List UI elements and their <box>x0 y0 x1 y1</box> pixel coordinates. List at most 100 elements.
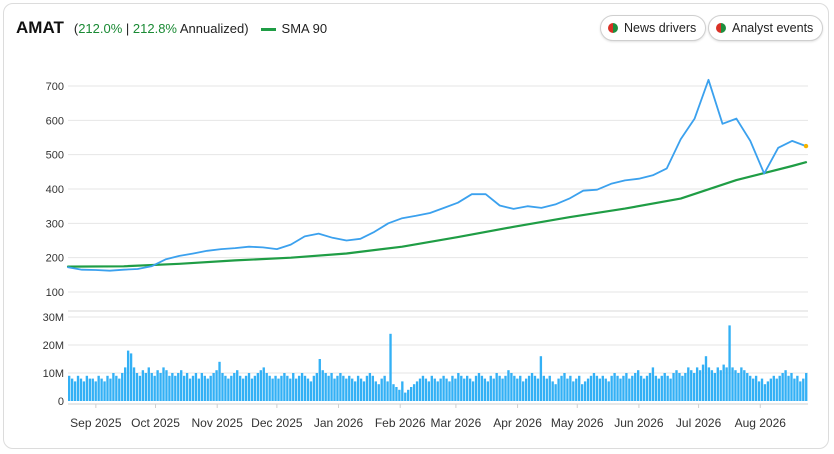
volume-bar <box>295 378 298 401</box>
volume-bar <box>660 375 663 401</box>
volume-bar <box>118 378 121 401</box>
volume-bar <box>409 387 413 401</box>
volume-bar <box>91 378 94 401</box>
volume-bar <box>194 373 198 401</box>
volume-bar <box>277 378 280 401</box>
volume-bar <box>545 378 548 401</box>
volume-bar <box>180 370 183 401</box>
x-tick-label: May 2026 <box>551 416 604 430</box>
volume-bar <box>524 378 528 401</box>
ticker-symbol: AMAT <box>16 18 64 37</box>
volume-bar <box>684 373 687 401</box>
last-price-marker <box>803 143 809 149</box>
volume-bar <box>424 378 428 401</box>
volume-bar <box>757 381 761 401</box>
volume-bar <box>737 373 740 401</box>
sma-90-line <box>66 161 808 268</box>
volume-bar <box>168 375 171 401</box>
price-tick-label: 500 <box>46 150 64 162</box>
sma-legend-label: SMA 90 <box>281 21 328 36</box>
volume-bar <box>539 356 543 401</box>
volume-bar <box>303 375 307 401</box>
volume-bar <box>704 356 708 401</box>
volume-bar <box>324 373 327 401</box>
volume-bar <box>286 375 289 401</box>
volume-bar <box>787 375 790 401</box>
news-drivers-button[interactable]: News drivers <box>600 15 707 41</box>
volume-bar <box>171 373 174 401</box>
x-tick-label: Nov 2025 <box>192 416 244 430</box>
volume-bar <box>76 375 80 401</box>
volume-bar <box>439 378 442 401</box>
volume-bar <box>645 375 649 401</box>
volume-bar <box>280 375 283 401</box>
volume-bar <box>610 375 613 401</box>
annualized-return: 212.8% <box>132 21 177 36</box>
volume-bar <box>498 375 501 401</box>
x-tick-label: Jun 2026 <box>614 416 664 430</box>
volume-bar <box>805 373 808 401</box>
volume-bar <box>445 378 448 401</box>
x-tick-label: Apr 2026 <box>493 416 542 430</box>
volume-bar <box>781 373 784 401</box>
volume-bar <box>79 378 83 401</box>
analyst-events-button[interactable]: Analyst events <box>708 15 824 41</box>
total-return: 212.0% <box>78 21 123 36</box>
price-tick-label: 700 <box>46 81 64 93</box>
volume-bar <box>427 381 431 401</box>
volume-bar <box>754 375 758 401</box>
volume-bar <box>362 381 366 401</box>
volume-bar <box>70 378 74 401</box>
volume-bar <box>392 384 395 401</box>
volume-bar <box>663 373 666 401</box>
volume-bar <box>622 375 625 401</box>
volume-bar <box>115 375 118 401</box>
sma-legend-line-icon <box>260 28 276 31</box>
volume-bar <box>215 370 218 401</box>
volume-bar <box>442 375 445 401</box>
volume-bar <box>212 373 215 401</box>
volume-bar <box>527 375 531 401</box>
volume-bar <box>330 373 333 401</box>
volume-bar <box>386 381 389 401</box>
volume-bar <box>150 373 153 401</box>
volume-bar <box>209 375 212 401</box>
volume-bar <box>389 333 392 401</box>
volume-tick-label: 0 <box>58 396 64 408</box>
volume-bar <box>100 378 103 401</box>
volume-bar <box>318 359 321 401</box>
volume-bar <box>371 375 375 401</box>
volume-bar <box>165 370 168 401</box>
volume-bar <box>365 375 369 401</box>
price-tick-label: 200 <box>46 253 64 265</box>
volume-bar <box>642 378 646 401</box>
volume-bar <box>681 375 684 401</box>
volume-bar <box>306 378 310 401</box>
volume-bar <box>719 370 722 401</box>
volume-bar <box>230 375 233 401</box>
volume-bar <box>619 378 622 401</box>
volume-tick-label: 20M <box>43 340 64 352</box>
volume-bar <box>560 375 563 401</box>
volume-bar <box>94 381 97 401</box>
volume-bar <box>221 373 224 401</box>
volume-bar <box>182 375 186 401</box>
volume-bar <box>522 381 525 401</box>
volume-bar <box>106 375 109 401</box>
volume-bar <box>731 367 734 401</box>
volume-bar <box>156 370 159 401</box>
volume-bar <box>451 375 454 401</box>
volume-bar <box>489 375 492 401</box>
volume-bar <box>716 367 719 401</box>
volume-bar <box>374 381 377 401</box>
volume-bar <box>746 373 749 401</box>
volume-bar <box>368 373 372 401</box>
volume-bar <box>675 370 678 401</box>
volume-bar <box>507 370 510 401</box>
volume-bar <box>253 375 257 401</box>
volume-bar <box>793 378 796 401</box>
volume-bar <box>654 375 658 401</box>
volume-bar <box>734 370 737 401</box>
volume-bar <box>471 381 475 401</box>
